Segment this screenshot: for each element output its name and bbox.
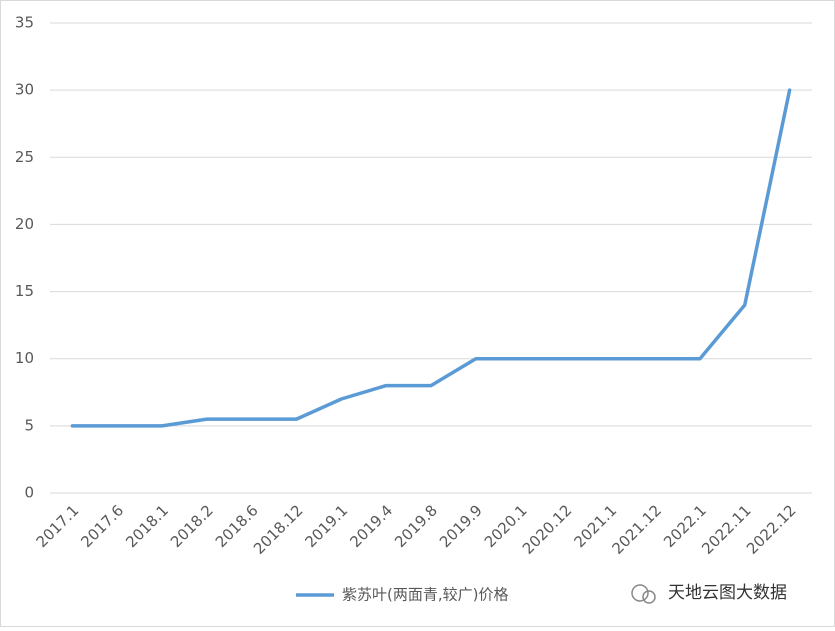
legend-label: 紫苏叶(两面青,较广)价格 <box>342 586 508 604</box>
watermark: 天地云图大数据 <box>668 583 787 603</box>
data-line <box>70 88 792 428</box>
y-tick-label: 0 <box>24 484 34 502</box>
y-tick-label: 25 <box>15 148 34 166</box>
y-tick-label: 35 <box>15 14 34 32</box>
watermark-icon <box>631 584 656 604</box>
y-tick-label: 30 <box>15 81 34 99</box>
y-tick-label: 20 <box>15 215 34 233</box>
y-tick-label: 15 <box>15 282 34 300</box>
y-tick-label: 10 <box>15 349 34 367</box>
y-tick-label: 5 <box>24 416 34 434</box>
